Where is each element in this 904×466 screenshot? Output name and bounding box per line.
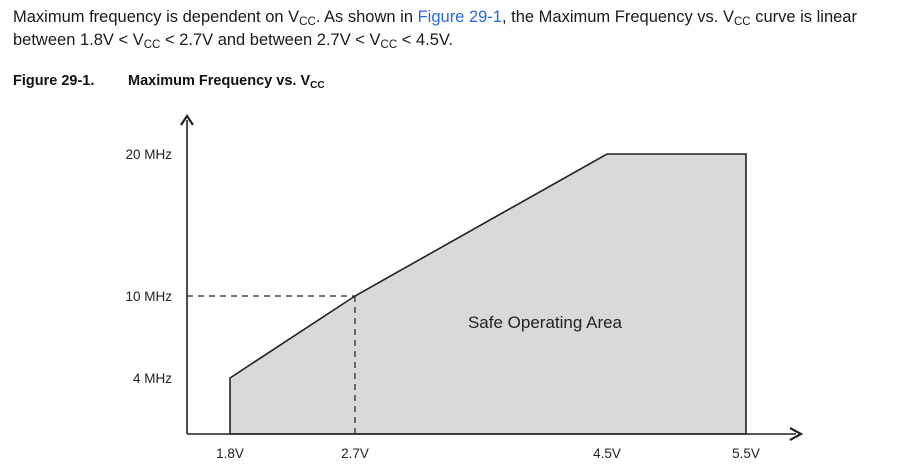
vcc-subscript: CC: [299, 16, 316, 28]
paragraph-text-5: < 2.7V and between 2.7V < V: [160, 31, 381, 49]
y-tick-label: 20 MHz: [125, 147, 172, 162]
vcc-subscript: CC: [143, 39, 161, 51]
y-axis-arrow-icon: [180, 114, 194, 126]
y-tick-label: 4 MHz: [133, 371, 172, 386]
paragraph-text-1: Maximum frequency is dependent on V: [13, 8, 300, 26]
paragraph-text-4: curve is linear between 1.8V < V: [13, 8, 857, 49]
vcc-subscript: CC: [733, 16, 751, 28]
figure-title-subscript: CC: [310, 80, 325, 91]
paragraph-text-3: , the Maximum Frequency vs. V: [501, 8, 734, 26]
area-annotation: Safe Operating Area: [468, 313, 623, 332]
x-tick-label: 1.8V: [216, 446, 244, 461]
x-tick-label: 4.5V: [593, 446, 621, 461]
figure-caption: Figure 29-1. Maximum Frequency vs. VCC: [13, 73, 325, 91]
x-tick-label: 2.7V: [341, 446, 369, 461]
x-tick-label: 5.5V: [732, 446, 760, 461]
figure-number: Figure 29-1.: [13, 73, 95, 89]
y-tick-label: 10 MHz: [125, 289, 172, 304]
x-axis-arrow-icon: [789, 427, 804, 441]
intro-paragraph: Maximum frequency is dependent on VCC. A…: [13, 6, 898, 52]
paragraph-text-6: < 4.5V.: [397, 31, 453, 49]
safe-operating-area: [229, 153, 747, 435]
figure-link[interactable]: Figure 29-1: [417, 8, 502, 26]
vcc-subscript: CC: [380, 39, 398, 51]
paragraph-text-2: . As shown in: [315, 8, 418, 26]
figure-title: Maximum Frequency vs. V: [128, 73, 311, 89]
